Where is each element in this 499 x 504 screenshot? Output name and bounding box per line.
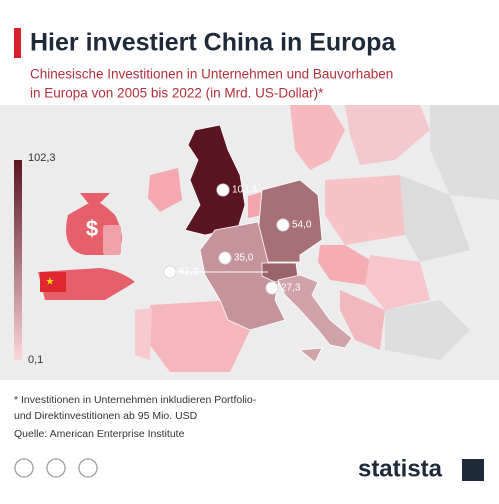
subtitle: Chinesische Investitionen in Unternehmen…	[30, 67, 393, 82]
country	[290, 105, 345, 170]
legend-bar	[14, 160, 22, 360]
legend-label: 102,3	[28, 152, 56, 164]
country-shape	[277, 274, 353, 363]
brand-logo	[462, 459, 484, 481]
country-shape	[199, 221, 286, 331]
country	[365, 255, 430, 310]
china-flag	[40, 272, 66, 292]
country	[385, 300, 470, 360]
flag-marker	[218, 251, 232, 265]
country	[248, 192, 262, 218]
value-label: 35,0	[234, 253, 254, 264]
license-icons	[14, 458, 98, 478]
footnote: und Direktinvestitionen ab 95 Mio. USD	[14, 410, 198, 422]
source: Quelle: American Enterprise Institute	[14, 428, 185, 440]
by-icon[interactable]	[46, 458, 66, 478]
country	[430, 105, 499, 200]
cc-icon[interactable]	[14, 458, 34, 478]
other-countries	[135, 105, 499, 372]
flag-marker	[163, 265, 177, 279]
nd-icon[interactable]	[78, 458, 98, 478]
title-accent	[14, 28, 21, 58]
coins	[103, 225, 121, 255]
flag-star: ★	[46, 277, 55, 288]
value-label: 102,3	[232, 185, 257, 196]
footnote: * Investitionen in Unternehmen inkludier…	[14, 394, 257, 406]
title: Hier investiert China in Europa	[30, 29, 396, 57]
legend-label: 0,1	[28, 354, 43, 366]
country	[148, 168, 182, 212]
country	[135, 308, 152, 360]
country	[400, 175, 470, 262]
subtitle: in Europa von 2005 bis 2022 (in Mrd. US-…	[30, 86, 324, 101]
dollar-sign: $	[86, 216, 98, 241]
brand[interactable]: statista	[358, 455, 443, 482]
country	[345, 105, 430, 165]
flag-marker	[216, 183, 230, 197]
flag-marker	[265, 281, 279, 295]
country-shape	[184, 124, 246, 236]
money-bag-top	[80, 193, 110, 203]
money-icon: $ ★	[38, 193, 135, 300]
value-label: 54,0	[292, 220, 312, 231]
data-countries	[184, 124, 353, 363]
country	[150, 300, 250, 372]
value-label: 27,3	[281, 283, 301, 294]
flag-marker	[276, 218, 290, 232]
value-label: 61,2	[179, 267, 199, 278]
country	[318, 245, 370, 285]
country	[340, 290, 385, 350]
country	[325, 175, 405, 245]
